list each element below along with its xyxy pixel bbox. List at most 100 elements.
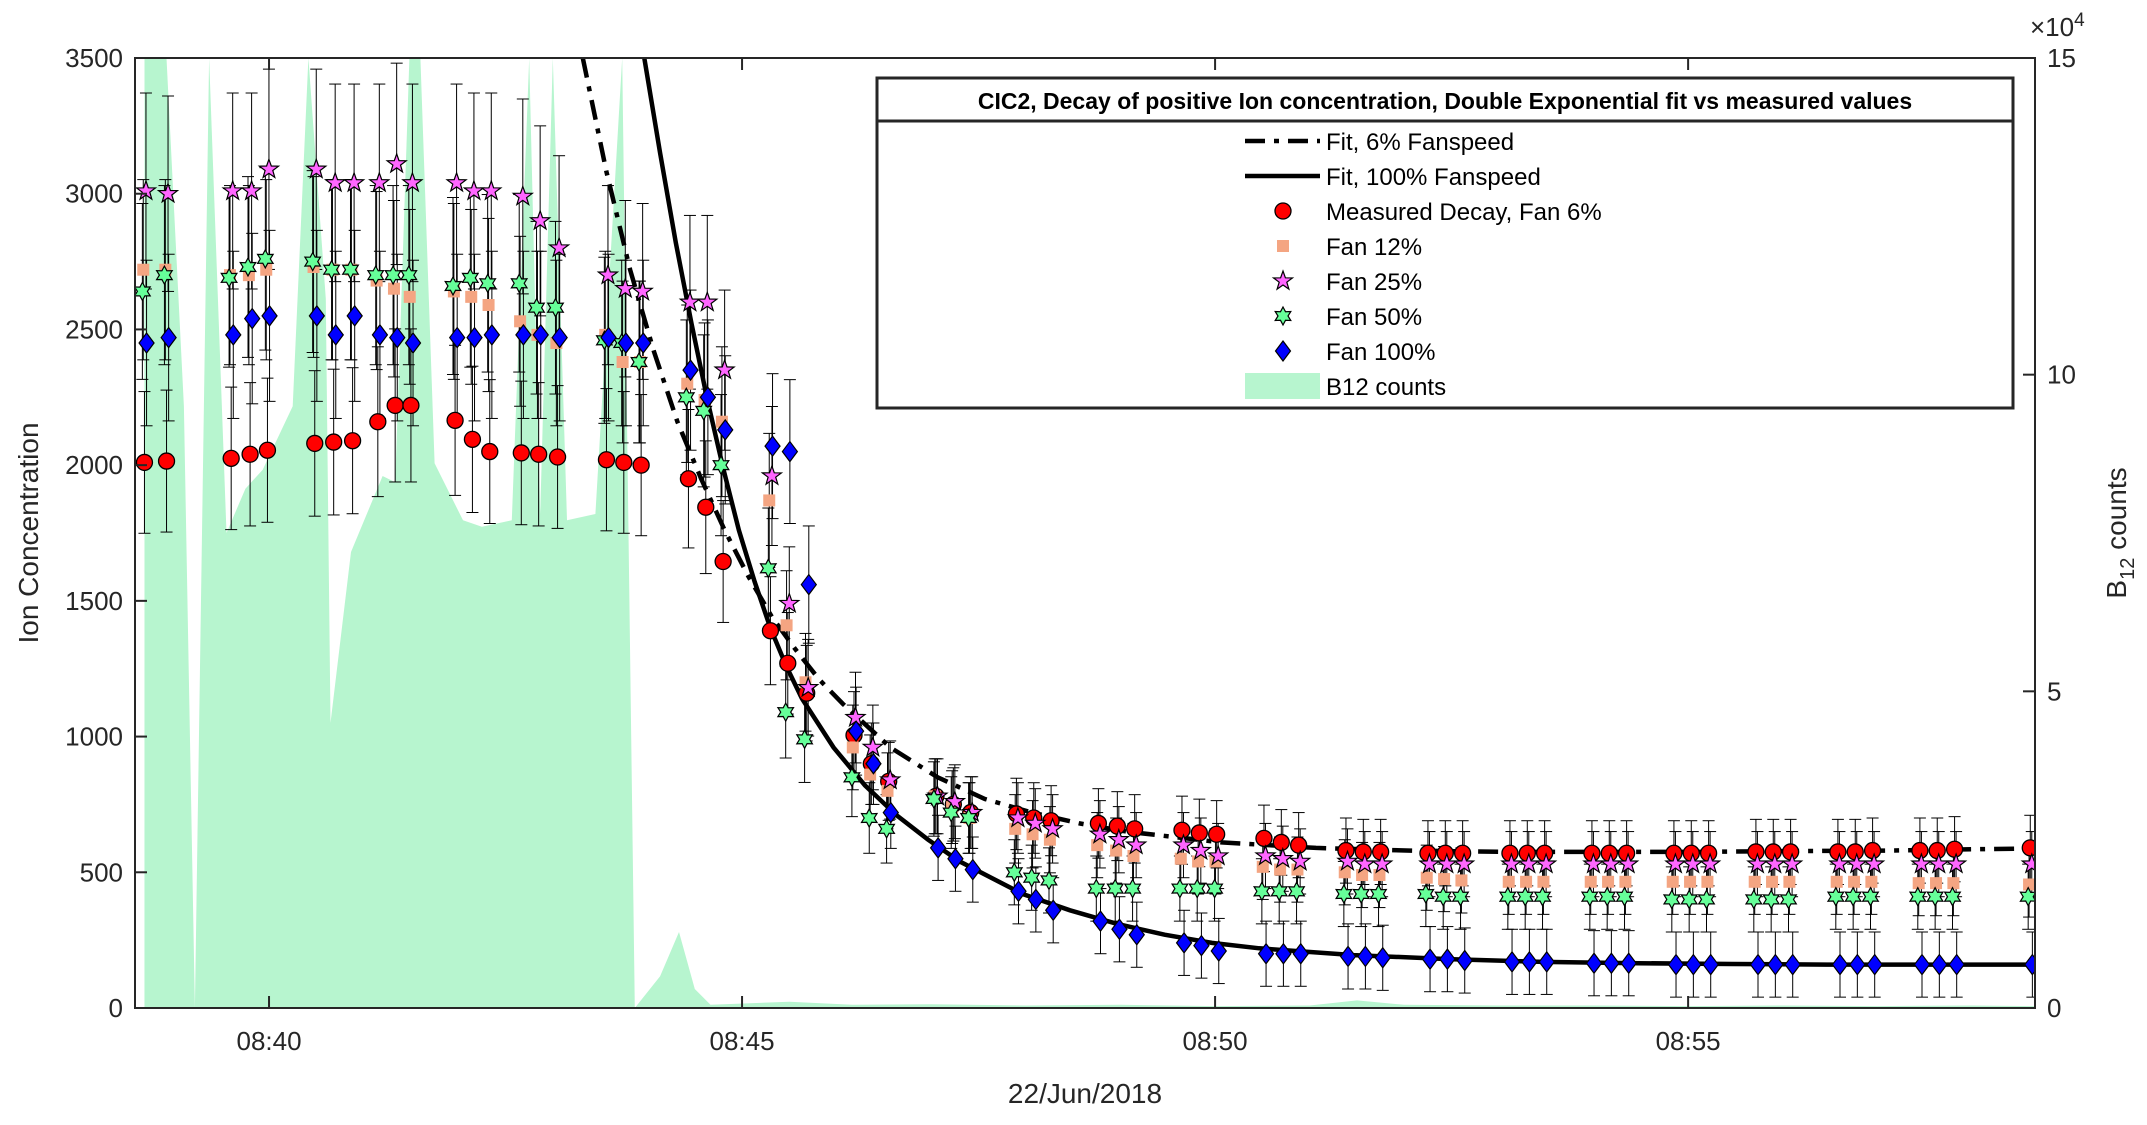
data-point	[1356, 869, 1369, 881]
data-point	[1210, 940, 1228, 962]
y-tick-label: 2000	[65, 450, 123, 480]
chart-title: CIC2, Decay of positive Ion concentratio…	[978, 88, 1912, 114]
data-point	[1534, 852, 1558, 874]
data-point	[1684, 875, 1697, 888]
data-point	[942, 802, 961, 823]
data-point	[1928, 841, 1946, 860]
data-point	[1620, 952, 1637, 975]
data-point	[304, 157, 328, 179]
data-point	[763, 494, 776, 507]
data-point	[483, 323, 501, 346]
data-point	[532, 323, 550, 346]
data-point	[1352, 883, 1371, 905]
data-point	[1439, 948, 1456, 971]
data-point	[1930, 877, 1943, 890]
data-point	[1022, 867, 1041, 888]
data-point	[1520, 875, 1533, 888]
data-point	[387, 282, 400, 295]
data-point	[1190, 824, 1208, 842]
y-tick-label: 3500	[65, 43, 123, 73]
data-point	[781, 440, 799, 463]
data-point	[1255, 829, 1273, 848]
legend: CIC2, Decay of positive Ion concentratio…	[875, 76, 2015, 410]
data-point	[1272, 833, 1290, 852]
data-point	[369, 413, 387, 431]
data-point	[137, 263, 150, 276]
data-point	[1865, 875, 1878, 888]
data-point	[1585, 952, 1603, 975]
data-point	[221, 179, 244, 201]
data-point	[1943, 886, 1962, 907]
data-point	[712, 454, 730, 476]
data-point	[846, 741, 859, 754]
data-point	[1931, 953, 1948, 976]
data-point	[1205, 878, 1224, 899]
data-point	[1373, 869, 1386, 881]
data-point	[1005, 862, 1024, 883]
legend-label: Fan 50%	[1326, 304, 1422, 331]
b12-counts-area	[144, 58, 2035, 1008]
y2-label-sub: 12	[2117, 558, 2139, 580]
data-point	[1762, 889, 1781, 910]
data-point	[220, 267, 239, 289]
data-point	[947, 847, 964, 870]
data-point	[1945, 840, 1964, 858]
data-point	[615, 453, 633, 472]
data-point	[634, 332, 652, 354]
y2-multiplier-base: ×10	[2030, 12, 2074, 42]
data-point	[1107, 827, 1131, 850]
data-point	[1438, 873, 1451, 886]
data-point	[402, 396, 420, 415]
data-point	[1188, 878, 1207, 899]
data-point	[716, 418, 734, 441]
legend-label: Fit, 6% Fanspeed	[1326, 129, 1514, 156]
data-point	[135, 281, 152, 302]
y2-multiplier: ×104	[2030, 10, 2085, 42]
data-point	[1861, 886, 1880, 907]
data-point	[1680, 889, 1699, 910]
data-point	[1584, 875, 1597, 888]
data-point	[478, 273, 497, 294]
data-point	[527, 297, 546, 318]
data-point	[1370, 852, 1394, 874]
data-point	[1091, 839, 1104, 852]
data-point	[964, 858, 982, 881]
data-point	[1779, 889, 1798, 910]
data-point	[1538, 950, 1555, 973]
data-point	[2021, 839, 2035, 857]
data-point	[1257, 942, 1275, 965]
data-point	[1780, 852, 1804, 874]
data-point	[1254, 844, 1277, 866]
data-point	[1451, 886, 1470, 907]
data-point	[342, 171, 366, 193]
data-point	[1533, 886, 1552, 907]
fit-line-6pct	[580, 58, 2035, 855]
y2-label-main: B	[2101, 580, 2132, 599]
data-point	[461, 267, 480, 289]
data-point	[1043, 833, 1056, 846]
data-point	[1108, 817, 1126, 835]
data-point	[386, 396, 404, 415]
y-tick-label: 1000	[65, 722, 123, 752]
data-point	[796, 675, 820, 698]
data-point	[779, 654, 797, 672]
data-point	[155, 264, 174, 286]
data-point	[1336, 849, 1359, 871]
data-point	[1126, 820, 1144, 838]
data-point	[1041, 817, 1064, 839]
data-point	[1848, 875, 1861, 888]
data-point	[480, 179, 503, 201]
data-point	[1208, 825, 1226, 843]
data-point	[1580, 886, 1599, 907]
data-point	[1287, 881, 1306, 902]
data-point	[546, 297, 565, 318]
data-point	[444, 275, 462, 297]
data-point	[1338, 866, 1351, 879]
data-point	[1174, 852, 1187, 865]
data-point	[1521, 950, 1538, 973]
data-point	[1170, 878, 1189, 899]
data-point	[1334, 883, 1353, 905]
data-point	[530, 445, 548, 463]
x-axis-label: 22/Jun/2018	[1008, 1078, 1162, 1109]
data-point	[1087, 878, 1106, 899]
